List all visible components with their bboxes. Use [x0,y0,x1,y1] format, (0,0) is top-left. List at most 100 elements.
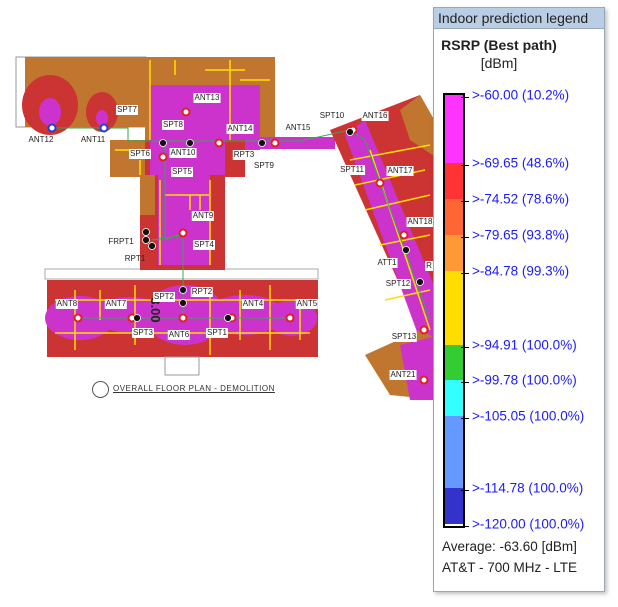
equipment-label-ant9: ANT9 [191,211,215,221]
legend-level-label: >-74.52 (78.6%) [472,191,570,207]
antenna-icon[interactable] [178,228,188,238]
legend-unit: [dBm] [480,55,518,71]
equipment-label-ant8: ANT8 [55,299,79,309]
splitter-icon[interactable] [186,139,194,147]
equipment-label-spt7: SPT7 [115,105,139,115]
section-marker-icon [92,381,109,398]
scale-tick [461,382,469,383]
antenna-icon[interactable] [419,375,429,385]
equipment-label-spt1: SPT1 [205,328,229,338]
equipment-label-ant21: ANT21 [389,370,417,380]
equipment-label-r: R [425,261,433,271]
equipment-label-frpt1: FRPT1 [108,237,134,246]
color-scale-segment [445,271,463,345]
scale-tick [461,490,469,491]
scale-tick [461,201,469,202]
antenna-icon[interactable] [375,178,385,188]
equipment-label-ant6: ANT6 [167,330,191,340]
legend-title: Indoor prediction legend [434,8,604,29]
antenna-icon[interactable] [270,138,280,148]
equipment-label-ant7: ANT7 [104,299,128,309]
equipment-label-spt8: SPT8 [161,120,185,130]
antenna-icon[interactable] [285,313,295,323]
equipment-label-spt9: SPT9 [253,161,275,170]
equipment-label-rpt1: RPT1 [124,254,146,263]
splitter-icon[interactable] [159,139,167,147]
equipment-label-ant10: ANT10 [169,148,197,158]
average-value: Average: -63.60 [dBm] [442,539,577,554]
equipment-label-rpt2: RPT2 [190,287,214,297]
color-scale-bar [443,93,469,528]
splitter-icon[interactable] [346,128,354,136]
equipment-label-ant17: ANT17 [386,166,414,176]
color-scale-segment [445,488,463,524]
equipment-label-att1: ATT1 [376,258,398,268]
equipment-label-ant13: ANT13 [193,93,221,103]
equipment-label-ant11: ANT11 [80,135,106,144]
splitter-icon[interactable] [179,286,187,294]
equipment-label-spt3: SPT3 [131,328,155,338]
antenna-icon[interactable] [399,230,409,240]
color-scale-segment [445,163,463,199]
equipment-label-spt6: SPT6 [128,149,152,159]
equipment-label-spt2: SPT2 [152,292,176,302]
network-info: AT&T - 700 MHz - LTE [442,560,578,575]
splitter-icon[interactable] [142,236,150,244]
color-scale-segment [445,235,463,271]
scale-tick [461,418,469,419]
scale-tick [461,526,469,527]
antenna-icon[interactable] [419,325,429,335]
splitter-icon[interactable] [416,278,424,286]
equipment-label-ant5: ANT5 [295,299,319,309]
equipment-label-ant4: ANT4 [241,299,265,309]
scale-tick [461,237,469,238]
antenna-icon[interactable] [214,138,224,148]
equipment-label-rpt3: RPT3 [232,150,256,160]
splitter-icon[interactable] [142,228,150,236]
equipment-label-ant15: ANT15 [285,123,311,132]
equipment-label-spt4: SPT4 [192,240,216,250]
legend-level-label: >-120.00 (100.0%) [472,516,585,532]
indoor-prediction-legend: Indoor prediction legend RSRP (Best path… [433,7,605,592]
splitter-icon[interactable] [224,314,232,322]
legend-level-label: >-105.05 (100.0%) [472,408,585,424]
splitter-icon[interactable] [133,314,141,322]
legend-level-label: >-79.65 (93.8%) [472,227,570,243]
antenna-icon[interactable] [181,107,191,117]
color-scale-segment [445,95,463,163]
scale-tick [461,347,469,348]
color-scale-segment [445,416,463,488]
equipment-label-spt13: SPT13 [390,332,418,342]
equipment-label-ant18: ANT18 [406,217,434,227]
equipment-label-spt10: SPT10 [319,111,345,120]
splitter-icon[interactable] [402,246,410,254]
antenna-icon[interactable] [158,152,168,162]
external-antenna-icon[interactable] [47,123,57,133]
floor-plan-caption: OVERALL FLOOR PLAN - DEMOLITION [113,384,275,393]
color-scale-segment [445,380,463,416]
equipment-label-ant16: ANT16 [361,111,389,121]
scale-tick [461,165,469,166]
legend-level-label: >-99.78 (100.0%) [472,372,577,388]
splitter-icon[interactable] [148,242,156,250]
equipment-label-spt11: SPT11 [339,165,365,175]
equipment-label-ant14: ANT14 [226,124,254,134]
equipment-label-spt12: SPT12 [384,279,412,289]
scale-tick [461,97,469,98]
legend-level-label: >-69.65 (48.6%) [472,155,570,171]
legend-level-label: >-60.00 (10.2%) [472,87,570,103]
antenna-icon[interactable] [73,313,83,323]
legend-level-label: >-114.78 (100.0%) [472,480,584,496]
antenna-icon[interactable] [178,313,188,323]
equipment-label-ant12: ANT12 [28,135,54,144]
external-antenna-icon[interactable] [99,123,109,133]
color-scale-segment [445,345,463,380]
color-scale-segment [445,199,463,235]
splitter-icon[interactable] [258,139,266,147]
legend-level-label: >-84.78 (99.3%) [472,263,570,279]
legend-metric: RSRP (Best path) [441,37,557,53]
scale-tick [461,273,469,274]
legend-level-label: >-94.91 (100.0%) [472,337,577,353]
splitter-icon[interactable] [179,299,187,307]
